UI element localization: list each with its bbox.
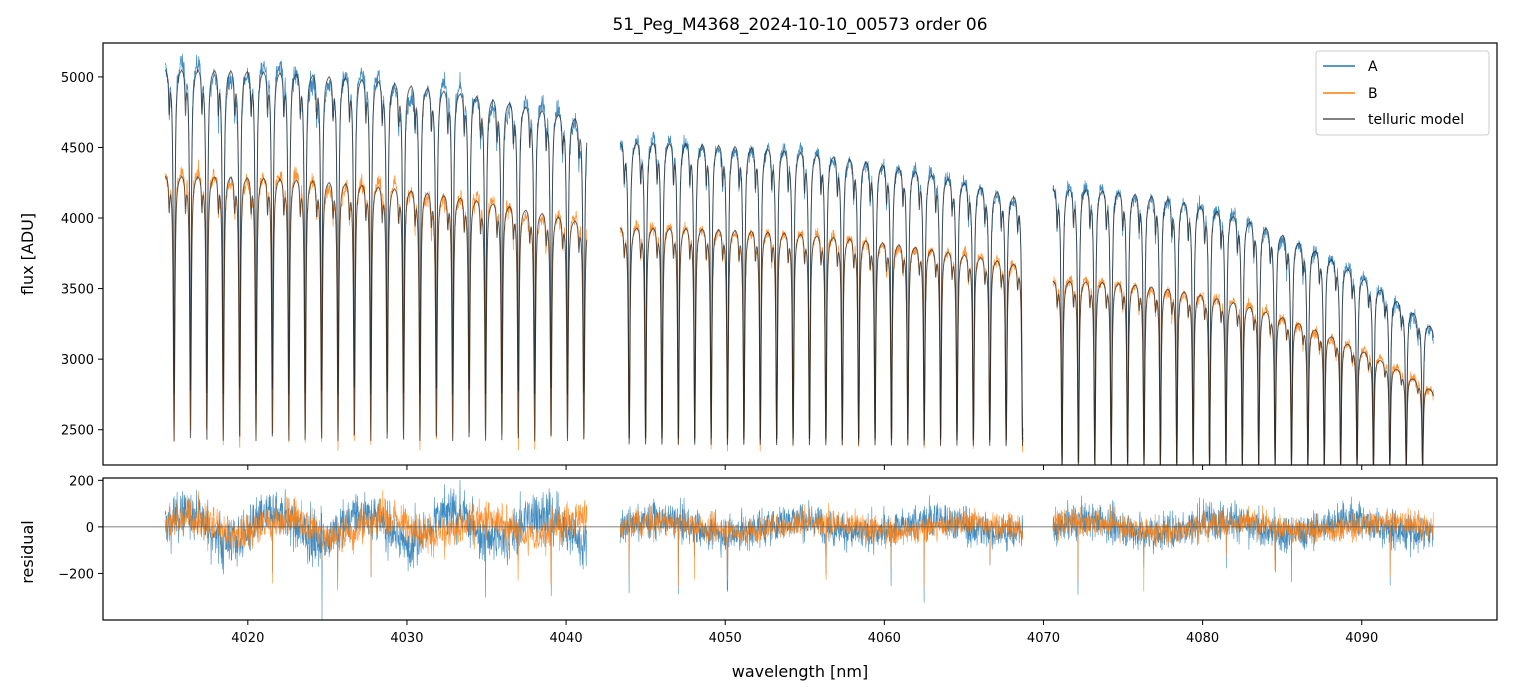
- residual-ytick-label: 0: [86, 521, 94, 536]
- telluric-model-line-a: [619, 141, 1024, 441]
- residual-b-line: [164, 490, 588, 591]
- flux-axes-frame: [102, 42, 1498, 466]
- legend-box: [1315, 50, 1490, 136]
- residual-panel: −200 0 200 4020 4030 4040 4050 4060 4070 4080 409…: [18, 474, 1498, 681]
- telluric-model-line-a: [164, 69, 588, 395]
- residual-a-line: [1052, 495, 1434, 595]
- telluric-model-line-b: [1052, 280, 1434, 465]
- legend-label-a: A: [1368, 59, 1378, 75]
- series-a-line: [165, 53, 588, 409]
- residual-b-line: [1052, 505, 1434, 592]
- residual-xtick-label: 4030: [390, 631, 423, 646]
- residual-xtick-label: 4050: [709, 631, 742, 646]
- residual-xtick-label: 4070: [1027, 631, 1060, 646]
- flux-ytick-label: 3500: [61, 283, 94, 298]
- residual-axes-frame: [102, 477, 1498, 621]
- residual-xtick-label: 4090: [1345, 631, 1378, 646]
- series-b-line: [164, 159, 588, 452]
- flux-ytick-label: 3000: [61, 353, 94, 368]
- residual-ytick-label: 200: [69, 474, 94, 489]
- wavelength-axis-label: wavelength [nm]: [732, 662, 869, 681]
- legend-label-b: B: [1368, 86, 1378, 102]
- residual-xtick-label: 4040: [550, 631, 583, 646]
- flux-ytick-label: 5000: [61, 71, 94, 86]
- residual-xtick-label: 4020: [231, 631, 264, 646]
- telluric-model-line-b: [164, 175, 588, 442]
- legend-label-model: telluric model: [1368, 112, 1464, 128]
- telluric-model-line-a: [1052, 188, 1434, 465]
- chart-title: 51_Peg_M4368_2024-10-10_00573 order 06: [612, 15, 987, 35]
- residual-b-line: [619, 502, 1024, 587]
- residual-xtick-label: 4060: [868, 631, 901, 646]
- flux-axis-label: flux [ADU]: [18, 213, 37, 295]
- flux-panel: 2500 3000 3500 4000 4500 5000 flux [ADU] A B …: [18, 42, 1498, 470]
- flux-ytick-label: 2500: [61, 424, 94, 439]
- flux-ytick-label: 4000: [61, 212, 94, 227]
- legend: A B telluric model: [1315, 50, 1490, 136]
- residual-axis-label: residual: [18, 520, 37, 583]
- residual-a-line: [164, 479, 588, 620]
- flux-ytick-label: 4500: [61, 141, 94, 156]
- residual-ytick-label: −200: [58, 567, 94, 582]
- residual-xtick-label: 4080: [1186, 631, 1219, 646]
- telluric-model-line-b: [619, 227, 1024, 446]
- residual-a-line: [619, 495, 1024, 603]
